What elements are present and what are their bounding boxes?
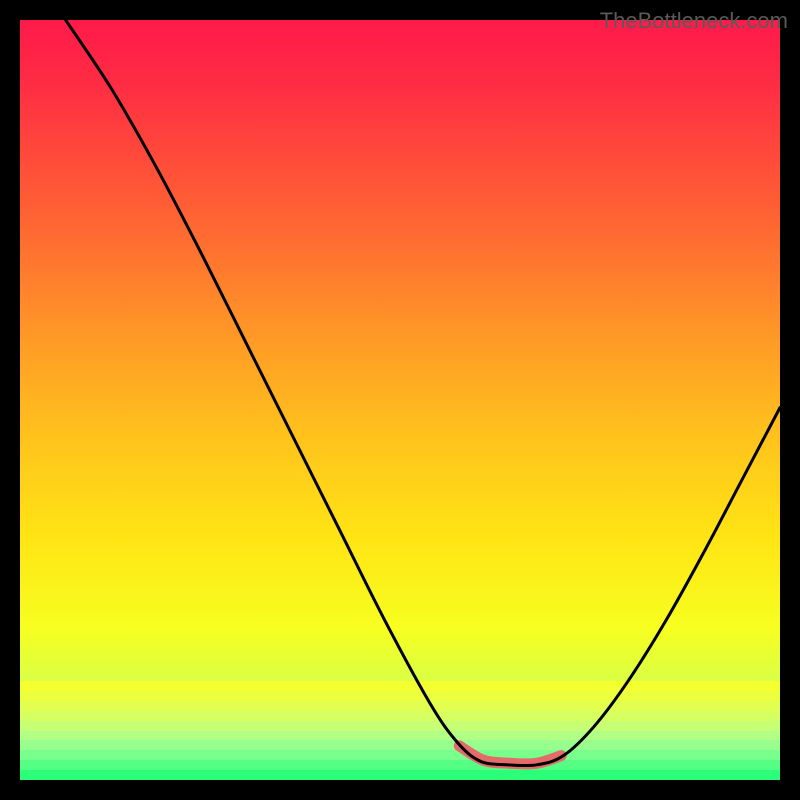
highlight-segment — [459, 746, 561, 764]
chart-area — [20, 20, 780, 780]
chart-svg — [20, 20, 780, 780]
watermark-text: TheBottleneck.com — [600, 8, 788, 34]
bottleneck-curve — [66, 20, 780, 766]
